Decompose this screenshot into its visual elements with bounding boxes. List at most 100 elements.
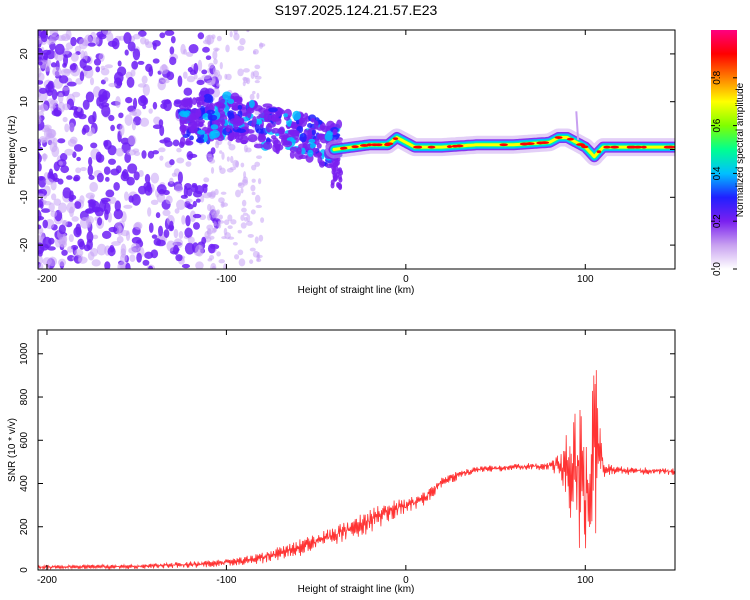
- noise-blob: [169, 177, 174, 184]
- noise-blob: [233, 32, 240, 41]
- chart-title: S197.2025.124.21.57.E23: [275, 2, 438, 18]
- ridge-peak: [446, 145, 453, 148]
- noise-blob: [38, 106, 43, 111]
- noise-blob: [243, 171, 247, 179]
- noise-blob: [258, 234, 264, 242]
- noise-blob: [173, 228, 179, 239]
- ridge-peak: [641, 145, 647, 149]
- noise-blob: [38, 224, 42, 230]
- noise-blob: [137, 83, 147, 88]
- noise-blob: [254, 236, 259, 244]
- band-blob: [181, 98, 190, 108]
- noise-blob: [114, 200, 121, 212]
- noise-blob: [49, 30, 59, 37]
- noise-blob: [115, 96, 121, 108]
- noise-blob: [67, 81, 77, 87]
- noise-blob: [224, 219, 230, 226]
- band-blob: [194, 116, 200, 122]
- noise-blob: [148, 222, 154, 234]
- noise-blob: [59, 153, 68, 162]
- noise-blob: [244, 217, 248, 222]
- noise-blob: [101, 105, 111, 118]
- noise-blob: [38, 242, 45, 255]
- y-tick-label: 600: [19, 431, 30, 448]
- noise-blob: [42, 219, 48, 229]
- band-blob: [210, 124, 219, 130]
- snr-marks: [38, 370, 675, 570]
- noise-blob: [41, 208, 51, 213]
- noise-blob: [136, 252, 142, 263]
- snr-x-ticks: -200 -100 0 100: [37, 330, 594, 586]
- noise-blob: [182, 71, 188, 79]
- noise-blob: [90, 142, 98, 149]
- y-tick-label: 0: [19, 567, 30, 573]
- noise-blob: [38, 61, 43, 66]
- noise-blob: [220, 191, 227, 195]
- noise-blob: [88, 201, 96, 208]
- noise-blob: [45, 59, 52, 67]
- noise-blob: [118, 112, 124, 119]
- noise-blob: [115, 147, 124, 157]
- noise-blob: [48, 168, 54, 178]
- noise-blob: [105, 189, 115, 198]
- ridge-peak: [554, 136, 563, 139]
- noise-blob: [245, 220, 253, 226]
- noise-blob: [210, 166, 215, 174]
- ridge-peak: [566, 137, 575, 141]
- noise-blob: [53, 198, 62, 206]
- noise-blob: [125, 97, 133, 104]
- noise-blob: [62, 116, 68, 123]
- noise-blob: [113, 182, 120, 191]
- noise-blob: [240, 222, 247, 229]
- noise-blob: [243, 68, 250, 73]
- noise-blob: [141, 75, 148, 84]
- noise-blob: [254, 64, 261, 70]
- noise-blob: [115, 165, 122, 174]
- band-blob: [229, 118, 238, 125]
- ridge-peak: [427, 145, 436, 149]
- x-tick-label: -200: [37, 575, 57, 586]
- noise-blob: [201, 236, 207, 245]
- noise-blob: [187, 153, 198, 159]
- noise-blob: [148, 265, 153, 269]
- noise-blob: [132, 97, 138, 110]
- noise-blob: [176, 157, 185, 164]
- noise-blob: [220, 201, 225, 208]
- noise-blob: [158, 119, 164, 127]
- noise-blob: [252, 90, 256, 95]
- noise-blob: [240, 214, 245, 221]
- band-blob: [225, 127, 231, 133]
- noise-blob: [42, 257, 52, 266]
- noise-blob: [249, 247, 256, 252]
- colorbar-scale: [711, 30, 737, 269]
- band-blob: [191, 97, 197, 105]
- band-blob: [289, 146, 299, 153]
- band-blob: [332, 166, 337, 173]
- noise-blob: [50, 210, 58, 218]
- noise-blob: [161, 63, 168, 72]
- noise-blob: [38, 47, 42, 53]
- spectrogram-x-label: Height of straight line (km): [298, 285, 415, 296]
- noise-blob: [166, 240, 176, 252]
- band-blob: [336, 181, 341, 188]
- noise-blob: [87, 42, 96, 47]
- band-blob: [271, 127, 280, 134]
- noise-blob: [158, 147, 166, 153]
- band-blob: [252, 116, 257, 126]
- noise-blob: [38, 199, 44, 208]
- noise-blob: [126, 76, 135, 88]
- noise-blob: [113, 71, 124, 84]
- noise-blob: [215, 140, 220, 149]
- noise-blob: [174, 208, 180, 214]
- spectrogram-x-ticks: -200 -100 0 100: [37, 30, 594, 285]
- ridge-peak: [392, 137, 399, 141]
- y-tick-label: 200: [19, 518, 30, 535]
- band-blob: [179, 125, 190, 131]
- ridge-peak: [385, 142, 393, 146]
- band-blob: [210, 129, 220, 139]
- x-tick-label: 0: [403, 274, 409, 285]
- noise-blob: [144, 173, 151, 184]
- noise-blob: [250, 209, 256, 215]
- noise-blob: [89, 77, 95, 86]
- noise-blob: [82, 99, 90, 110]
